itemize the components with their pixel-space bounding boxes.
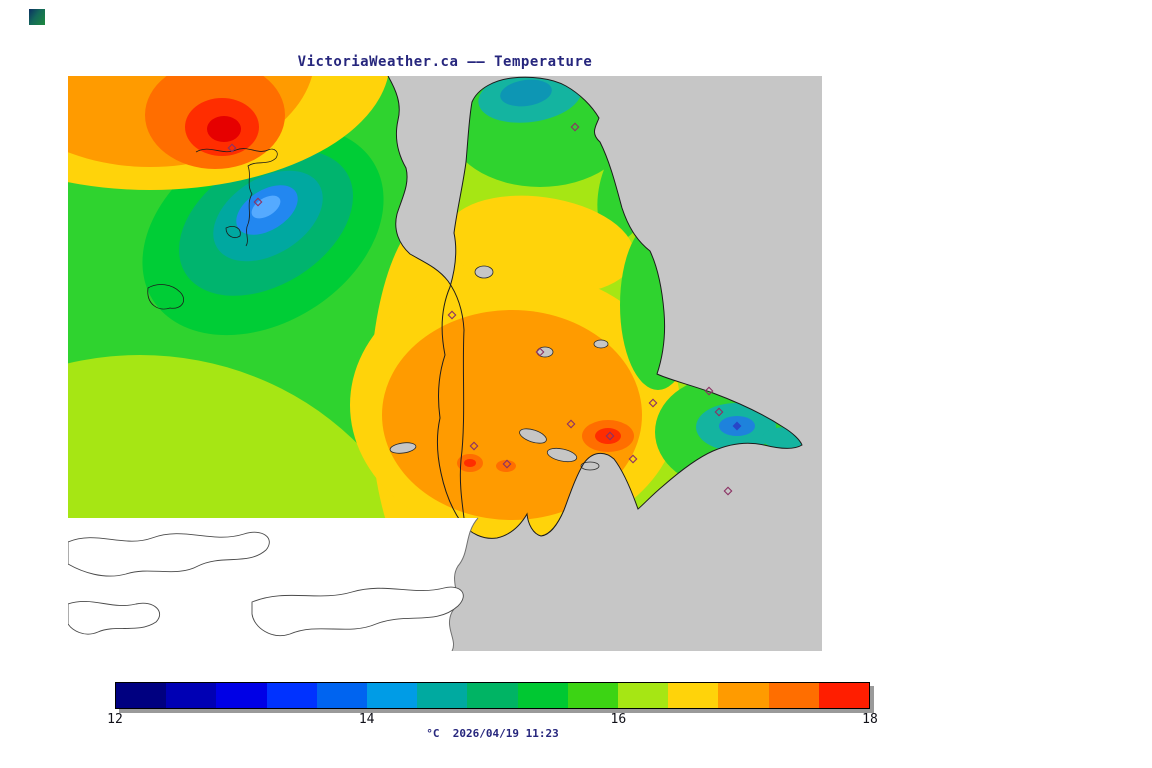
station-marker	[502, 459, 512, 469]
colorbar-tick-label: 12	[107, 712, 123, 727]
station-marker	[253, 197, 263, 207]
station-marker	[535, 347, 545, 357]
colorbar-segment	[718, 683, 769, 708]
colorbar-segment	[567, 683, 619, 708]
coastlines	[147, 76, 803, 539]
colorbar-segment	[116, 683, 167, 708]
colorbar-segment	[417, 683, 468, 708]
colorbar-segment	[818, 683, 870, 708]
colorbar-segment	[517, 683, 568, 708]
colorbar-tick-label: 18	[862, 712, 878, 727]
page-title: VictoriaWeather.ca —— Temperature	[297, 54, 593, 70]
colorbar-segment	[668, 683, 719, 708]
station-marker	[469, 441, 479, 451]
station-marker	[723, 486, 733, 496]
no-data-region	[68, 517, 479, 651]
colorbar-segment	[367, 683, 418, 708]
colorbar	[115, 682, 870, 709]
colorbar-segment	[216, 683, 267, 708]
weather-map	[68, 76, 822, 651]
station-marker	[447, 310, 457, 320]
station-marker	[704, 386, 714, 396]
hot-spot	[68, 76, 390, 190]
colorbar-segment	[316, 683, 368, 708]
station-marker	[227, 143, 237, 153]
corner-logo	[29, 9, 45, 25]
station-marker	[570, 122, 580, 132]
station-marker	[605, 431, 615, 441]
station-marker	[648, 398, 658, 408]
station-markers	[227, 122, 742, 496]
colorbar-segment	[768, 683, 819, 708]
colorbar-segment	[266, 683, 317, 708]
colorbar-ticks: 12 14 16 18	[107, 712, 878, 728]
colorbar-tick-label: 16	[610, 712, 627, 727]
colorbar-segment	[467, 683, 518, 708]
colorbar-caption: °C 2026/04/19 11:23	[426, 727, 559, 740]
colorbar-segments	[116, 683, 870, 708]
station-marker	[714, 407, 724, 417]
station-marker	[732, 421, 742, 431]
colorbar-segment	[166, 683, 217, 708]
colorbar-segment	[618, 683, 669, 708]
station-marker	[566, 419, 576, 429]
station-marker	[628, 454, 638, 464]
colorbar-tick-label: 14	[358, 712, 375, 727]
